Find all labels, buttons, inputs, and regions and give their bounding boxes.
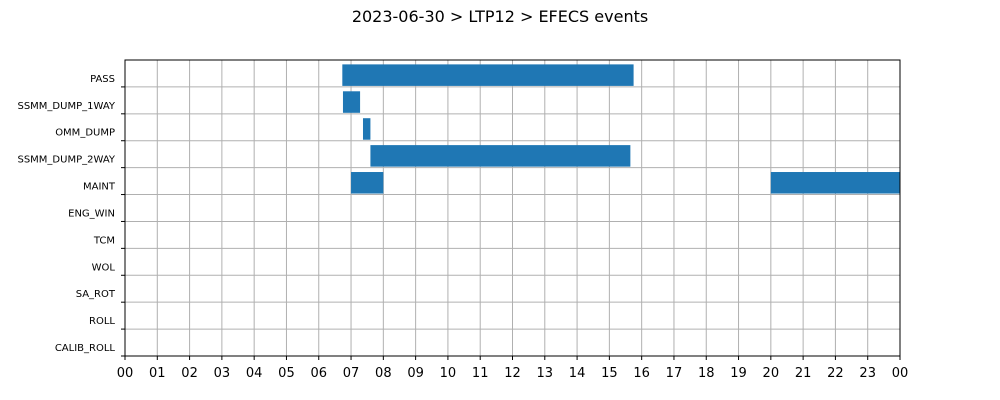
bars-layer	[342, 64, 900, 194]
x-tick-label: 16	[633, 366, 650, 381]
x-tick-label: 23	[859, 366, 876, 381]
x-tick-label: 11	[472, 366, 489, 381]
x-tick-label: 05	[278, 366, 295, 381]
event-bar-maint	[770, 172, 900, 194]
x-tick-label: 08	[375, 366, 392, 381]
x-tick-label: 09	[407, 366, 424, 381]
x-tick-label: 13	[537, 366, 554, 381]
y-tick-label: ROLL	[89, 316, 115, 327]
y-tick-label: CALIB_ROLL	[55, 343, 116, 354]
y-tick-label: ENG_WIN	[68, 208, 115, 219]
x-tick-label: 01	[149, 366, 166, 381]
ticks-layer: 00 01 02 03 04 05 06 07 08 09 10 11 12 13 14 15 16 17 18 19…	[17, 74, 908, 381]
x-tick-label: 10	[440, 366, 457, 381]
x-tick-label: 14	[569, 366, 586, 381]
y-tick-label: SSMM_DUMP_1WAY	[17, 101, 115, 112]
y-tick-label: SSMM_DUMP_2WAY	[17, 155, 115, 166]
x-tick-label: 06	[310, 366, 327, 381]
x-tick-label: 02	[181, 366, 198, 381]
x-tick-label: 20	[763, 366, 780, 381]
event-bar-maint	[351, 172, 384, 194]
x-tick-label: 04	[246, 366, 263, 381]
x-tick-label: 19	[730, 366, 747, 381]
event-bar-omm-dump	[362, 118, 371, 140]
x-tick-label: 17	[666, 366, 683, 381]
x-tick-label: 15	[601, 366, 618, 381]
x-tick-label: 03	[214, 366, 231, 381]
x-tick-label: 22	[827, 366, 844, 381]
x-tick-label: 12	[504, 366, 521, 381]
y-tick-label: PASS	[90, 74, 115, 85]
event-bar-ssmm-dump-2way	[370, 145, 631, 167]
y-tick-label: OMM_DUMP	[55, 128, 115, 139]
y-tick-label: WOL	[92, 262, 116, 273]
x-tick-label: 00	[892, 366, 909, 381]
y-tick-label: TCM	[93, 235, 115, 246]
y-tick-label: SA_ROT	[76, 289, 116, 300]
x-tick-label: 18	[698, 366, 715, 381]
chart-title: 2023-06-30 > LTP12 > EFECS events	[352, 7, 648, 26]
plot-frame	[124, 59, 901, 357]
grid-layer	[124, 60, 901, 357]
x-tick-label: 00	[117, 366, 134, 381]
x-tick-label: 07	[343, 366, 360, 381]
y-tick-label: MAINT	[83, 182, 116, 193]
event-bar-pass	[342, 64, 634, 86]
event-bar-ssmm-dump-1way	[342, 91, 361, 113]
x-tick-label: 21	[795, 366, 812, 381]
